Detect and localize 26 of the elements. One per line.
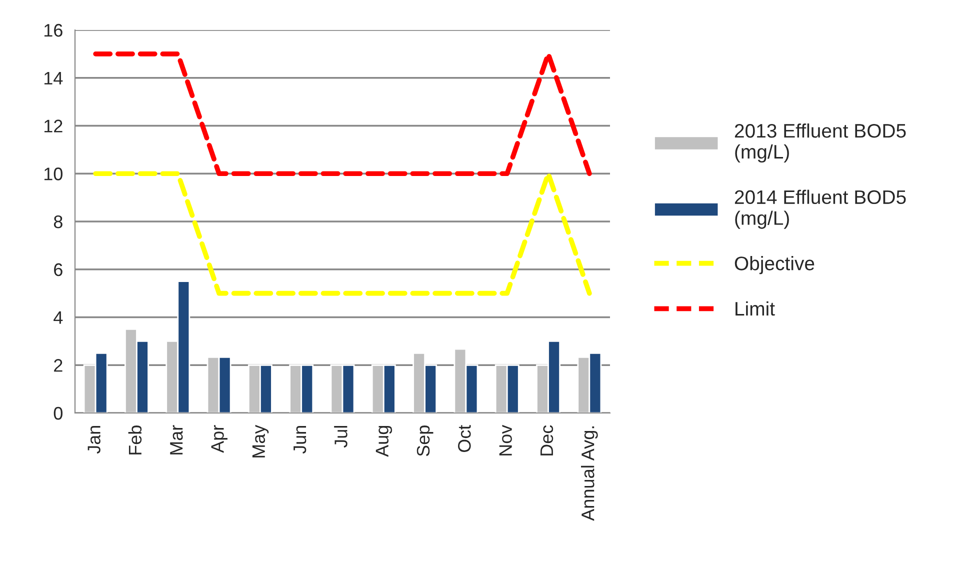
x-tick-label: Sep (416, 426, 434, 456)
legend-label: Limit (736, 301, 775, 316)
x-tick-label: May (252, 424, 269, 458)
x-tick-label: Annual Avg. (581, 426, 598, 521)
y-tick-label: 16 (44, 24, 62, 37)
y-tick-label: 0 (54, 406, 62, 420)
x-tick-label: Jun (294, 426, 306, 454)
y-tick-label: 4 (54, 311, 63, 324)
x-tick-label: Dec (540, 425, 554, 456)
legend-label: Objective (734, 256, 814, 274)
legend-label: 2013 Effluent BOD5 (mg/L) (734, 123, 906, 163)
y-tick-label: 6 (54, 263, 62, 276)
y-tick-label: 12 (44, 120, 62, 132)
y-tick-label: 2 (54, 359, 62, 372)
x-tick-label: Aug (376, 426, 392, 457)
x-tick-label: Jan (88, 426, 100, 454)
x-tick-label: Feb (128, 426, 142, 454)
y-tick-label: 14 (44, 72, 63, 84)
x-tick-label: Oct (458, 424, 471, 452)
x-tick-label: Mar (170, 425, 183, 454)
y-tick-label: 10 (44, 168, 62, 180)
x-tick-label: Apr (211, 425, 228, 453)
legend-label: 2014 Effluent BOD5 (mg/L) (734, 190, 906, 229)
x-tick-label: Nov (499, 424, 512, 456)
y-tick-label: 8 (54, 215, 62, 228)
x-tick-label: Jul (334, 426, 348, 448)
